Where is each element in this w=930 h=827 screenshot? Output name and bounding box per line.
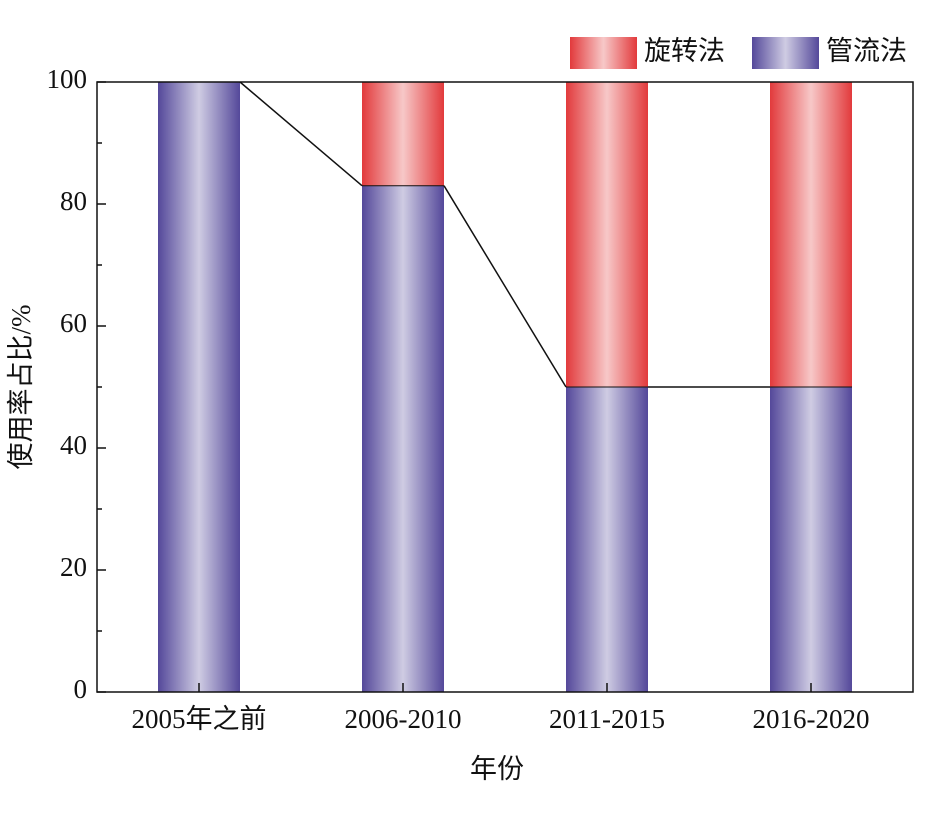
x-tick-label: 2016-2020	[753, 704, 870, 734]
x-axis-title: 年份	[470, 754, 524, 784]
bar-segment	[566, 82, 648, 387]
bar-segment	[362, 82, 444, 186]
trend-line	[239, 81, 363, 187]
trend-line	[443, 185, 567, 388]
bar-segment	[158, 82, 240, 692]
bar-segment	[770, 82, 852, 387]
x-tick-label: 2006-2010	[345, 704, 462, 734]
x-tick-label: 2005年之前	[132, 704, 267, 734]
x-tick-label: 2011-2015	[549, 704, 665, 734]
y-tick-label: 80	[60, 186, 87, 216]
y-tick-label: 40	[60, 430, 87, 460]
y-tick-label: 20	[60, 552, 87, 582]
legend-swatch	[752, 37, 819, 69]
y-tick-label: 0	[74, 674, 88, 704]
legend-label: 管流法	[826, 36, 907, 66]
bar-segment	[566, 387, 648, 692]
y-axis-title: 使用率占比/%	[6, 305, 36, 470]
bar-segment	[362, 185, 444, 692]
y-tick-label: 60	[60, 308, 87, 338]
y-tick-label: 100	[47, 64, 88, 94]
plot-frame	[96, 81, 914, 693]
bar-segment	[770, 387, 852, 692]
legend-label: 旋转法	[644, 36, 725, 66]
legend-swatch	[570, 37, 637, 69]
